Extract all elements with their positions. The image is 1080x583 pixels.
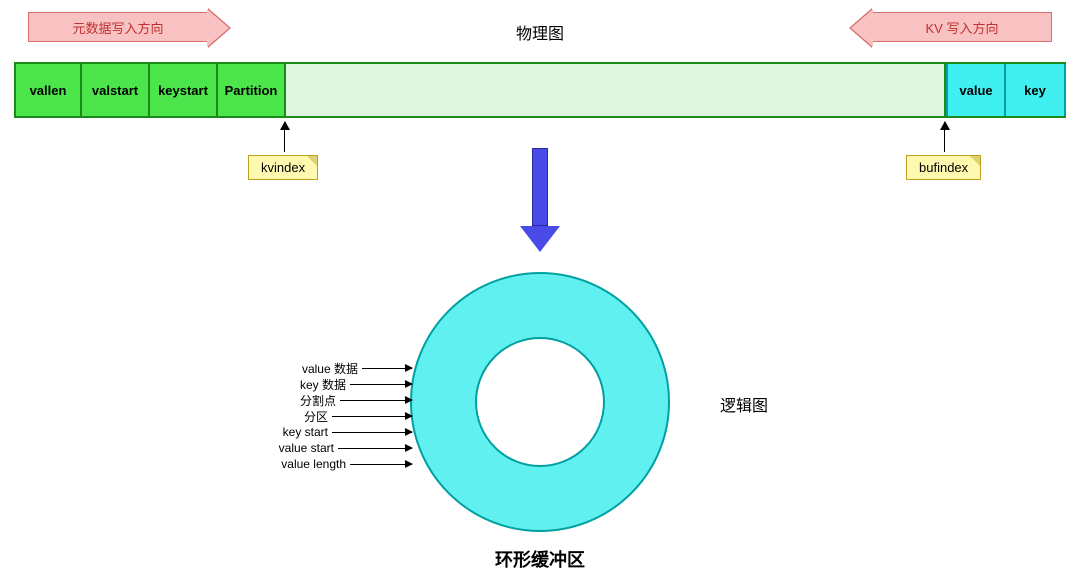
physical-title: 物理图	[0, 20, 1080, 44]
buffer-bar: vallen valstart keystart Partition value…	[14, 62, 1066, 118]
ring-label-text: key start	[252, 425, 332, 439]
cell-value: value	[946, 64, 1006, 116]
ring-title: 环形缓冲区	[0, 546, 1080, 572]
ring-label-text: key 数据	[270, 376, 350, 393]
ring-inner	[475, 337, 605, 467]
ring-label-line	[362, 368, 412, 369]
ring-label-text: 分割点	[260, 392, 340, 409]
cell-vallen: vallen	[14, 64, 82, 116]
ring-label-text: value 数据	[282, 360, 362, 377]
ring-label-line	[350, 384, 412, 385]
diagram-root: 元数据写入方向 KV 写入方向 物理图 vallen valstart keys…	[0, 0, 1080, 583]
ring-label: value length	[252, 456, 412, 472]
ring-label: 分区	[252, 408, 412, 424]
logical-title: 逻辑图	[720, 392, 768, 416]
cell-key: key	[1006, 64, 1066, 116]
transform-arrow	[520, 148, 560, 252]
kvindex-pointer	[284, 122, 285, 152]
ring-label: key 数据	[252, 376, 412, 392]
cell-valstart: valstart	[82, 64, 150, 116]
ring-label: 分割点	[252, 392, 412, 408]
ring-label-line	[332, 416, 412, 417]
cell-partition: Partition	[218, 64, 286, 116]
bufindex-note: bufindex	[906, 155, 981, 180]
ring-label-text: value length	[270, 457, 350, 471]
ring-label-text: value start	[258, 441, 338, 455]
ring-label-line	[338, 448, 412, 449]
ring-buffer	[410, 272, 670, 532]
ring-label: value start	[252, 440, 412, 456]
ring-label-text: 分区	[252, 408, 332, 425]
ring-label-line	[332, 432, 412, 433]
ring-label-line	[350, 464, 412, 465]
ring-label: value 数据	[252, 360, 412, 376]
cell-keystart: keystart	[150, 64, 218, 116]
cell-middle-empty	[286, 64, 946, 116]
bufindex-pointer	[944, 122, 945, 152]
ring-outer	[410, 272, 670, 532]
ring-label: key start	[252, 424, 412, 440]
ring-label-line	[340, 400, 412, 401]
kvindex-note: kvindex	[248, 155, 318, 180]
ring-label-list: value 数据 key 数据 分割点 分区 key start value s…	[252, 360, 412, 472]
